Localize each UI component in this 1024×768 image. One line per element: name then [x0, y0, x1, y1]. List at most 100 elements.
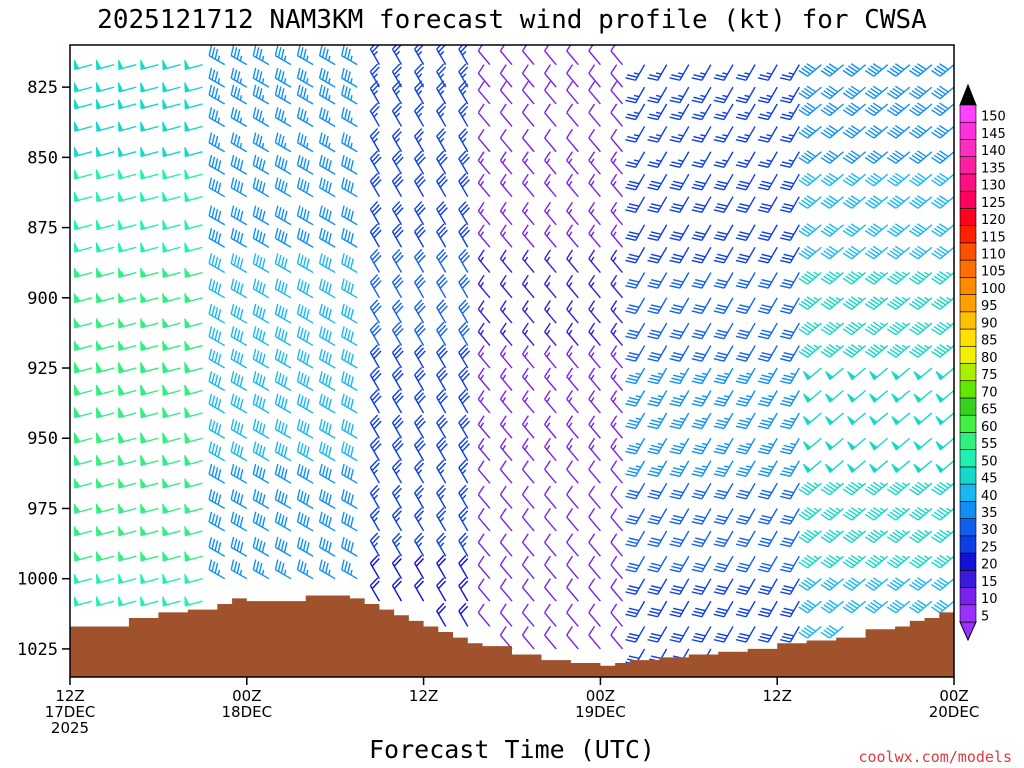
wind-barb [391, 344, 404, 369]
wind-barb [757, 578, 778, 595]
colorbar-swatch [959, 242, 977, 261]
wind-barb [477, 367, 491, 391]
wind-barb [931, 577, 954, 591]
y-tick-label: 1000 [17, 570, 58, 590]
wind-barb [118, 596, 137, 607]
wind-barb [73, 340, 93, 351]
credit-link[interactable]: coolwx.com/models [858, 748, 1012, 766]
wind-barb [713, 272, 734, 289]
wind-barb [413, 459, 425, 484]
wind-barb [499, 45, 513, 66]
wind-barb [499, 367, 513, 391]
wind-barb [691, 246, 712, 264]
wind-barb [864, 296, 889, 310]
wind-barb [436, 150, 448, 175]
colorbar-swatch [959, 552, 977, 571]
wind-barb [625, 126, 646, 143]
wind-barb [477, 437, 491, 462]
wind-barb [825, 460, 844, 474]
wind-barb [842, 271, 867, 285]
wind-barb [521, 508, 535, 532]
wind-barb [735, 530, 756, 548]
wind-barb [566, 201, 579, 226]
wind-barb [162, 169, 181, 180]
wind-barb [647, 86, 668, 104]
wind-barb [318, 536, 336, 557]
wind-barb [713, 126, 734, 143]
wind-barb [521, 201, 535, 226]
wind-barb [413, 80, 425, 105]
wind-barb [891, 460, 911, 474]
wind-barb [252, 393, 270, 414]
wind-barb [544, 201, 557, 226]
wind-barb [341, 393, 358, 414]
wind-barb [274, 227, 292, 248]
wind-barb [296, 536, 314, 557]
wind-barb [798, 296, 822, 310]
wind-barb [95, 318, 115, 329]
wind-barb [691, 555, 712, 573]
wind-barb [391, 321, 404, 346]
wind-barb [162, 99, 181, 110]
wind-barb [184, 191, 203, 203]
wind-barb [318, 177, 336, 198]
wind-barb [669, 196, 690, 213]
wind-barb [757, 482, 778, 500]
wind-barb [798, 624, 822, 639]
wind-barb [909, 577, 933, 591]
wind-barb [691, 412, 712, 430]
wind-barb [95, 526, 115, 537]
wind-barb [588, 508, 601, 532]
wind-barb [588, 249, 601, 273]
wind-barb [544, 45, 557, 66]
wind-barb [820, 85, 844, 100]
wind-barb [458, 437, 470, 462]
wind-barb [477, 345, 491, 369]
wind-barb [779, 272, 800, 289]
colorbar-label: 135 [981, 161, 1006, 176]
wind-barb [391, 389, 404, 414]
wind-barb [208, 132, 226, 153]
wind-barb [757, 272, 778, 289]
colorbar-label: 25 [981, 540, 998, 555]
wind-barb [909, 150, 933, 164]
wind-barb [931, 245, 954, 260]
wind-barb [735, 224, 756, 242]
wind-barb [757, 86, 778, 104]
wind-barb [891, 412, 911, 426]
wind-barb [369, 248, 382, 273]
wind-barb [274, 536, 292, 557]
wind-barb [296, 441, 314, 462]
wind-barb [318, 132, 336, 153]
wind-barb [458, 274, 470, 299]
wind-barb [521, 578, 535, 602]
wind-barb [436, 80, 447, 105]
colorbar-swatch [959, 139, 977, 157]
wind-barb [566, 128, 579, 153]
wind-barb [208, 177, 226, 198]
wind-barb [499, 555, 513, 580]
wind-barb [798, 506, 822, 521]
colorbar-label: 45 [981, 472, 998, 487]
wind-barb [820, 344, 844, 358]
wind-barb [647, 412, 668, 430]
wind-barb [647, 555, 668, 573]
wind-barb [521, 103, 535, 127]
wind-barb [913, 412, 933, 426]
wind-barb [779, 460, 800, 477]
y-tick-label: 950 [27, 429, 58, 449]
wind-barb [118, 169, 137, 180]
wind-barb [499, 390, 513, 414]
wind-barb [139, 432, 159, 444]
wind-barb [208, 205, 226, 226]
wind-barb [544, 626, 557, 650]
y-tick-label: 825 [27, 78, 58, 98]
wind-barb [391, 366, 404, 391]
wind-barb [140, 191, 159, 203]
wind-barb [140, 99, 159, 110]
wind-barb [230, 489, 248, 510]
wind-barb [669, 460, 690, 477]
wind-barb [118, 82, 137, 93]
wind-barb [184, 267, 203, 278]
wind-barb [798, 599, 822, 614]
